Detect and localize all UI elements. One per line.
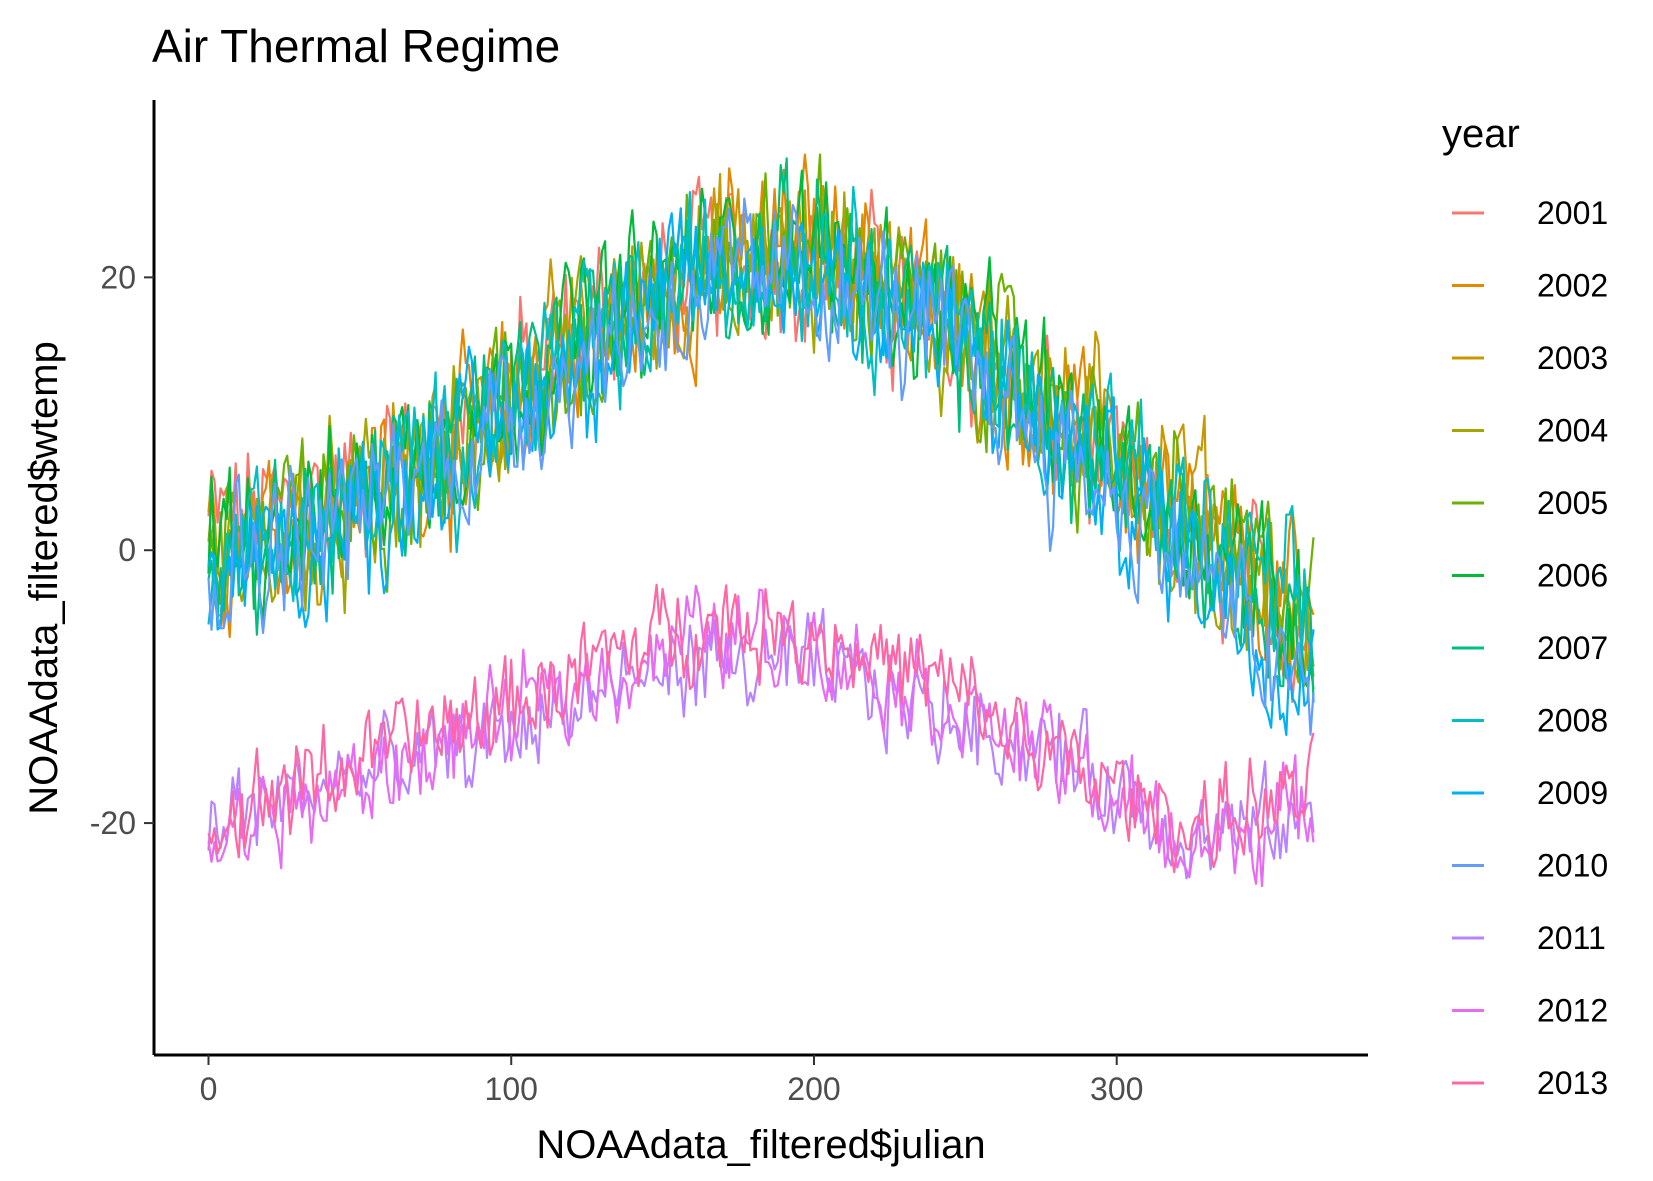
legend-label-2003: 2003 bbox=[1537, 340, 1608, 376]
x-axis-title: NOAAdata_filtered$julian bbox=[536, 1123, 985, 1167]
y-tick-label: -20 bbox=[90, 805, 136, 841]
chart-title: Air Thermal Regime bbox=[152, 20, 560, 72]
legend-label-2004: 2004 bbox=[1537, 413, 1608, 449]
series-line-2013 bbox=[207, 583, 1315, 874]
x-tick-label: 200 bbox=[787, 1071, 840, 1107]
legend-label-2009: 2009 bbox=[1537, 775, 1608, 811]
legend: 2001 2002 2003 2004 2005 2006 2007 2008 2009 2010… bbox=[1452, 195, 1608, 1101]
legend-label-2002: 2002 bbox=[1537, 268, 1608, 304]
legend-label-2007: 2007 bbox=[1537, 630, 1608, 666]
series-lines bbox=[207, 153, 1315, 888]
x-tick-label: 300 bbox=[1090, 1071, 1143, 1107]
x-tick-label: 0 bbox=[200, 1071, 218, 1107]
series-line-2010 bbox=[207, 197, 1315, 736]
x-tick-label: 100 bbox=[485, 1071, 538, 1107]
x-axis-ticks: 0 100 200 300 bbox=[200, 1055, 1143, 1107]
legend-label-2010: 2010 bbox=[1537, 848, 1608, 884]
y-tick-label: 0 bbox=[118, 532, 136, 568]
legend-label-2012: 2012 bbox=[1537, 993, 1608, 1029]
legend-label-2008: 2008 bbox=[1537, 703, 1608, 739]
legend-label-2006: 2006 bbox=[1537, 558, 1608, 594]
legend-label-2011: 2011 bbox=[1537, 920, 1606, 956]
axes bbox=[152, 100, 1368, 1057]
y-tick-label: 20 bbox=[100, 259, 136, 295]
legend-label-2001: 2001 bbox=[1537, 195, 1608, 231]
legend-label-2005: 2005 bbox=[1537, 485, 1608, 521]
y-axis-title: NOAAdata_filtered$wtemp bbox=[22, 341, 66, 815]
legend-label-2013: 2013 bbox=[1537, 1065, 1608, 1101]
legend-title: year bbox=[1442, 112, 1520, 156]
y-axis-ticks: -20 0 20 bbox=[90, 259, 154, 841]
series-line-2009 bbox=[207, 207, 1315, 736]
series-line-2012 bbox=[207, 584, 1315, 888]
